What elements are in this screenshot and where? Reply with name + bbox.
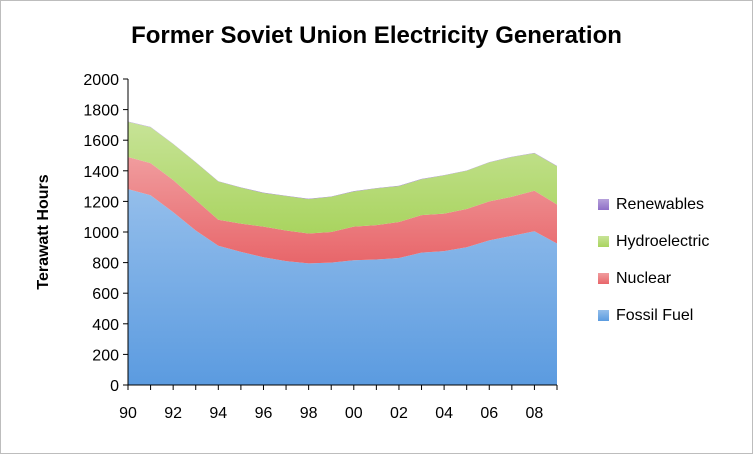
y-tick-label: 2000 — [83, 72, 119, 89]
legend-swatch — [598, 199, 609, 210]
y-tick-label: 0 — [110, 378, 119, 395]
legend-item-hydroelectric: Hydroelectric — [598, 223, 709, 260]
x-tick-label: 02 — [390, 405, 408, 422]
legend-label: Renewables — [616, 195, 705, 213]
y-tick-label: 1000 — [83, 225, 119, 242]
legend-item-fossil-fuel: Fossil Fuel — [598, 297, 709, 334]
y-tick-label: 1200 — [83, 194, 119, 211]
x-tick-label: 96 — [255, 405, 273, 422]
legend-swatch — [598, 273, 609, 284]
x-tick-label: 04 — [435, 405, 453, 422]
legend-label: Nuclear — [616, 269, 672, 287]
y-tick-label: 1800 — [83, 103, 119, 120]
y-tick-label: 1600 — [83, 133, 119, 150]
y-tick-label: 800 — [92, 256, 119, 273]
x-tick-label: 94 — [209, 405, 227, 422]
x-tick-label: 08 — [526, 405, 544, 422]
area-hydroelectric — [128, 121, 557, 234]
legend-swatch — [598, 236, 609, 247]
x-tick-label: 06 — [480, 405, 498, 422]
y-tick-label: 400 — [92, 317, 119, 334]
legend-swatch — [598, 310, 609, 321]
y-tick-label: 600 — [92, 286, 119, 303]
x-tick-label: 92 — [164, 405, 182, 422]
legend: Renewables Hydroelectric Nuclear Fossil Fue… — [598, 186, 709, 334]
x-tick-label: 90 — [119, 405, 137, 422]
legend-label: Hydroelectric — [616, 232, 710, 250]
y-tick-label: 200 — [92, 347, 119, 364]
legend-item-renewables: Renewables — [598, 186, 709, 223]
area-nuclear — [128, 157, 557, 264]
legend-item-nuclear: Nuclear — [598, 260, 709, 297]
legend-label: Fossil Fuel — [616, 306, 694, 324]
y-tick-label: 1400 — [83, 164, 119, 181]
x-tick-label: 98 — [300, 405, 318, 422]
x-tick-label: 00 — [345, 405, 363, 422]
chart-title: Former Soviet Union Electricity Generati… — [131, 22, 622, 49]
area-fossil-fuel — [128, 189, 557, 385]
